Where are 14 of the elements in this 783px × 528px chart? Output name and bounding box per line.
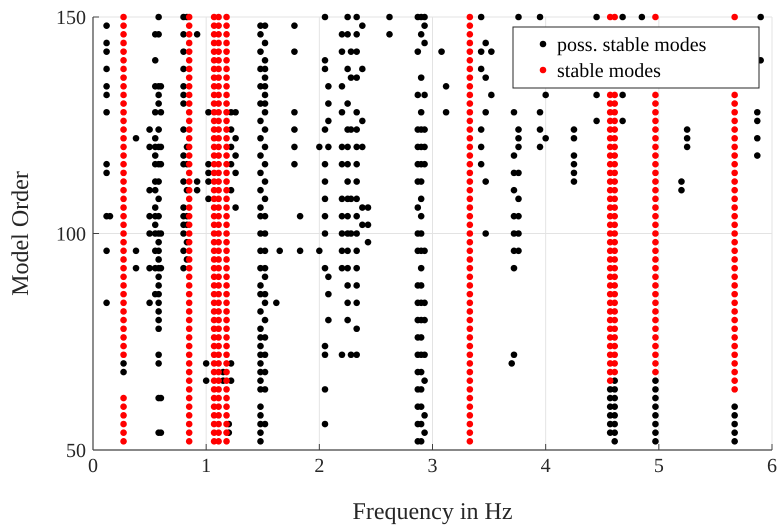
x-tick-label: 3 bbox=[428, 455, 438, 477]
x-tick-label: 2 bbox=[314, 455, 324, 477]
x-tick-label: 0 bbox=[88, 455, 98, 477]
y-tick-label: 50 bbox=[66, 440, 86, 462]
legend-label: stable modes bbox=[557, 60, 662, 82]
x-axis-title: Frequency in Hz bbox=[352, 499, 512, 525]
x-tick-label: 4 bbox=[540, 455, 551, 477]
x-tick-label: 1 bbox=[201, 455, 212, 477]
y-axis-title: Model Order bbox=[8, 171, 34, 296]
x-tick-label: 6 bbox=[767, 455, 777, 477]
legend-label: poss. stable modes bbox=[557, 34, 707, 56]
y-tick-label: 100 bbox=[56, 224, 86, 246]
x-tick-label: 5 bbox=[654, 455, 664, 477]
y-tick-label: 150 bbox=[56, 7, 86, 29]
